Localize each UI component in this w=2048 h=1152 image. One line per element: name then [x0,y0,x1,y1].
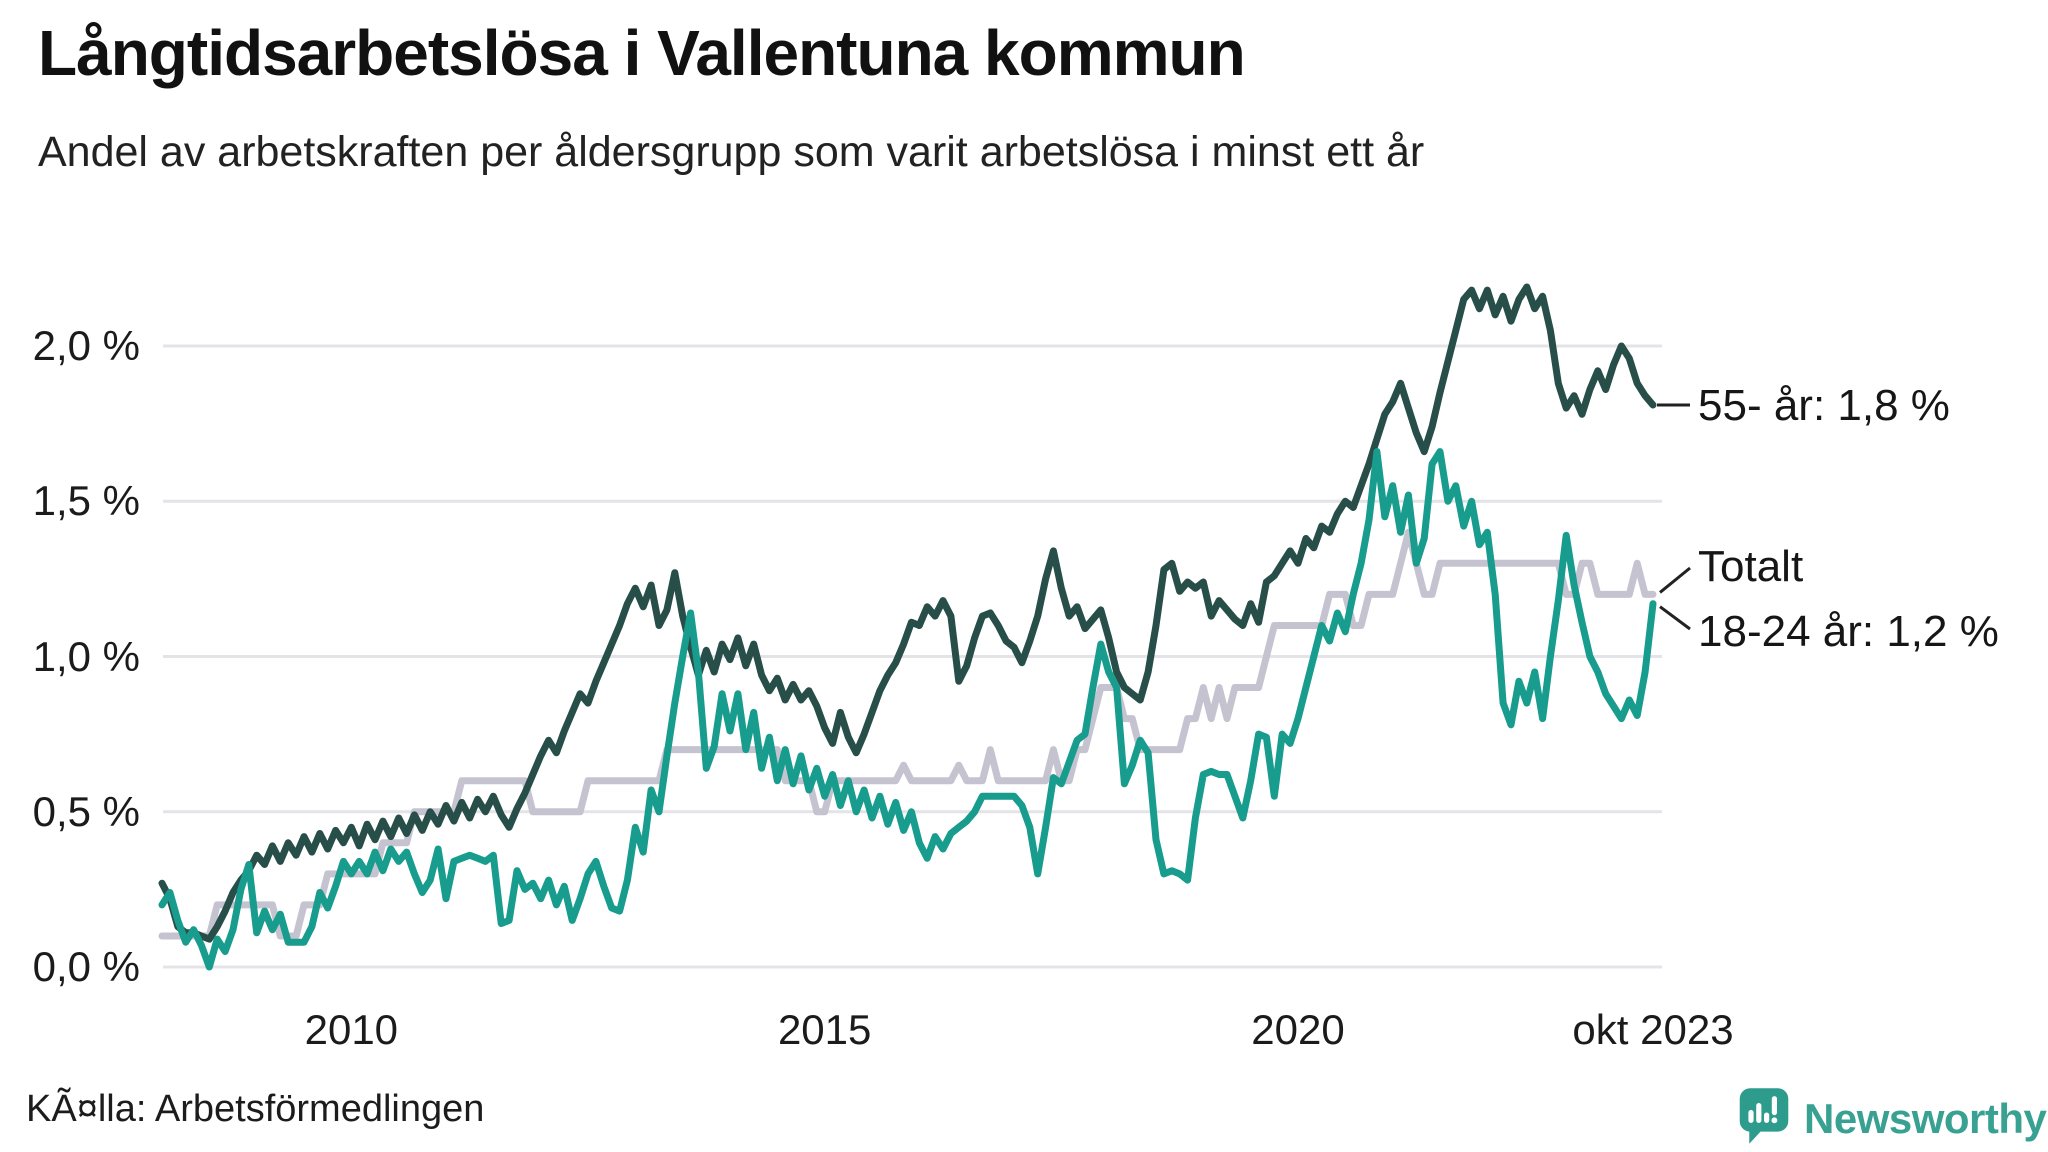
series-line-55-r [158,283,1657,943]
annotation-leader-line [1659,605,1691,631]
y-tick-label: 0,5 % [32,787,140,835]
x-tick-label: okt 2023 [1572,1006,1734,1053]
end-label-totalt: Totalt [1698,542,1804,591]
annotation-leader-line [1659,566,1691,594]
end-label-55: 55- år: 1,8 % [1698,381,1950,430]
newsworthy-bubble-chart-icon [1738,1086,1790,1151]
y-tick-label: 0,0 % [32,943,140,990]
y-tick-label: 1,0 % [32,632,140,680]
y-tick-label: 1,5 % [32,477,140,525]
x-tick-label: 2015 [777,1006,872,1053]
x-tick-label: 2020 [1251,1006,1345,1053]
x-tick-label: 2010 [304,1006,399,1053]
y-tick-label: 2,0 % [32,322,140,369]
end-label-18-24: 18-24 år: 1,2 % [1698,607,1999,656]
page-title: Långtidsarbetslösa i Vallentuna kommun [38,17,1246,89]
newsworthy-logo: Newsworthy [1738,1086,2047,1151]
series-line-Totalt [158,528,1657,940]
newsworthy-logo-text: Newsworthy [1804,1094,2047,1142]
chart-subtitle: Andel av arbetskraften per åldersgrupp s… [38,128,1425,176]
source-caption: KÃ¤lla: Arbetsförmedlingen [26,1088,485,1130]
series-line-18-24-r [158,448,1657,971]
